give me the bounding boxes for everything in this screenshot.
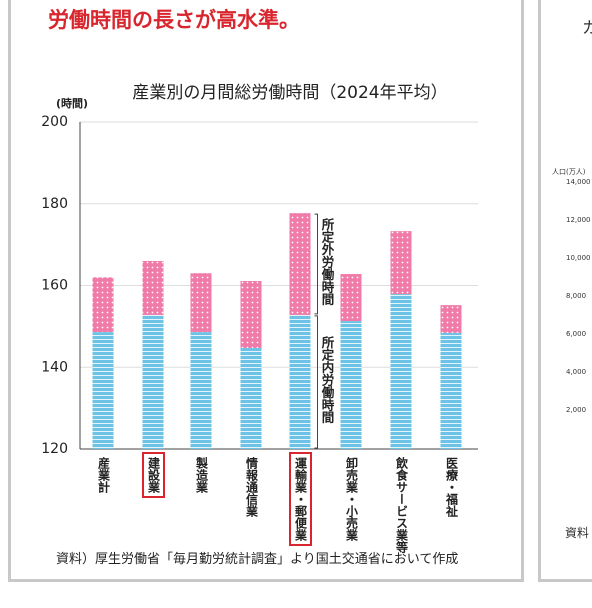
right-axis-label: 人口(万人) (552, 168, 586, 176)
y-tick-label: 180 (41, 196, 68, 212)
bar-segment (190, 273, 212, 333)
bar-segment (340, 321, 362, 449)
right-tick-label: 2,000 (566, 406, 587, 414)
x-tick-label: 情報通信業 (244, 457, 259, 517)
series-label: 所定内労働時間 (319, 335, 335, 424)
right-tick-label: 12,000 (566, 216, 591, 224)
bar-segment (240, 348, 262, 449)
bracket (314, 213, 318, 315)
bar-segment (92, 332, 114, 449)
bar-segment (390, 294, 412, 449)
right-panel (538, 0, 592, 582)
x-tick-label: 建設業 (141, 452, 165, 498)
bar-segment (92, 277, 114, 333)
x-tick-label: 卸売業・小売業 (344, 457, 359, 541)
right-tick-label: 10,000 (566, 254, 591, 262)
source-note: 資料）厚生労働省「毎月勤労統計調査」より国土交通省において作成 (56, 552, 459, 567)
y-tick-label: 120 (41, 441, 68, 457)
y-axis-label: (時間) (56, 96, 88, 110)
bar-segment (240, 281, 262, 349)
bar-segment (390, 231, 412, 295)
bar-segment (440, 332, 462, 449)
y-tick-label: 200 (41, 114, 68, 130)
bar-segment (289, 314, 311, 449)
x-tick-label: 製造業 (194, 457, 209, 493)
left-panel (8, 0, 524, 582)
bar-segment (142, 314, 164, 449)
bracket (314, 315, 318, 449)
bar-segment (289, 213, 311, 315)
right-heading: カ (582, 18, 592, 37)
right-tick-label: 4,000 (566, 368, 587, 376)
x-tick-label: 運輸業・郵便業 (288, 452, 312, 546)
right-tick-label: 6,000 (566, 330, 587, 338)
y-tick-label: 140 (41, 359, 68, 375)
bar-segment (440, 305, 462, 333)
x-tick-label: 産業計 (96, 457, 111, 493)
bar-segment (340, 274, 362, 322)
bar-segment (190, 332, 212, 449)
x-tick-label: 医療・福祉 (444, 457, 459, 517)
heading: 労働時間の長さが高水準。 (48, 8, 300, 32)
right-tick-label: 8,000 (566, 292, 587, 300)
right-note: 資料 (565, 526, 590, 540)
y-tick-label: 160 (41, 278, 68, 294)
right-tick-label: 14,000 (566, 178, 591, 186)
x-tick-label: 飲食サービス業等 (394, 457, 409, 553)
series-label: 所定外労働時間 (319, 218, 335, 306)
bar-segment (142, 260, 164, 315)
chart-title: 産業別の月間総労働時間（2024年平均） (132, 83, 447, 103)
